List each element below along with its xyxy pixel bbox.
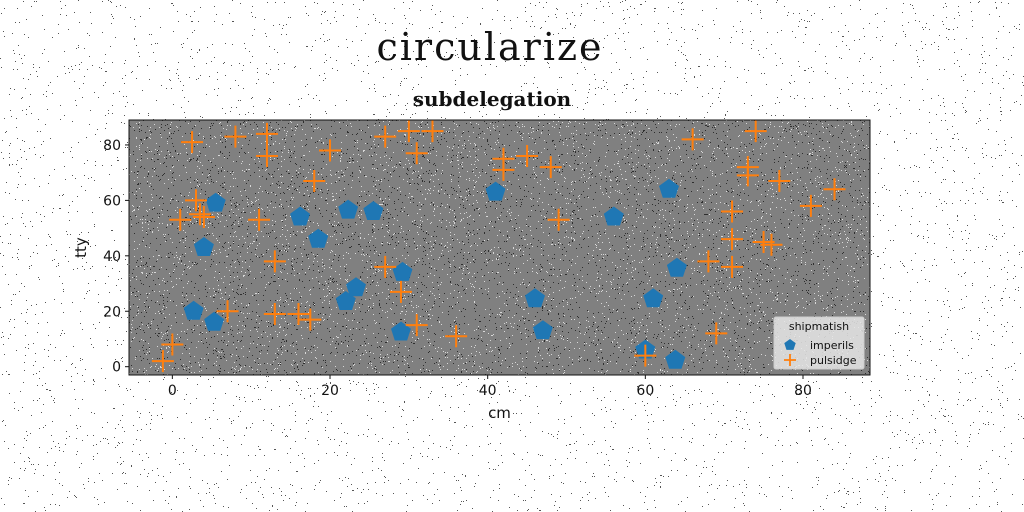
chart-title: subdelegation <box>413 87 572 111</box>
y-tick-label: 80 <box>103 138 121 154</box>
data-point <box>760 233 783 256</box>
data-point <box>374 255 397 278</box>
legend-box <box>773 316 865 370</box>
legend-title: shipmatish <box>789 320 849 333</box>
data-point <box>823 178 846 201</box>
data-point <box>263 250 286 273</box>
data-point <box>391 321 411 341</box>
x-tick-label: 20 <box>321 383 339 399</box>
y-tick-label: 60 <box>103 193 121 209</box>
data-point <box>338 199 359 219</box>
data-point <box>405 142 428 165</box>
legend-item: imperils <box>784 339 854 352</box>
data-point <box>666 257 687 277</box>
data-point <box>303 169 326 192</box>
y-tick-label: 40 <box>103 249 121 265</box>
data-point <box>697 250 720 273</box>
data-point <box>319 139 342 162</box>
x-axis-label: cm <box>488 404 511 422</box>
data-point <box>255 122 278 145</box>
y-tick-label: 0 <box>112 360 121 376</box>
legend-marker <box>784 354 796 366</box>
legend-items: imperils pulsidge <box>784 339 857 367</box>
x-axis: 0 20 40 60 80 <box>168 375 812 399</box>
data-point <box>485 181 506 201</box>
data-point <box>169 208 192 231</box>
data-point <box>216 300 239 323</box>
x-tick-label: 0 <box>168 383 177 399</box>
plot-noise-light <box>129 120 870 375</box>
data-point <box>799 194 822 217</box>
legend: shipmatish imperils pulsidge <box>773 316 865 370</box>
data-point <box>721 200 744 223</box>
data-point <box>492 147 515 170</box>
data-point <box>363 201 384 220</box>
series-pulsidge <box>151 120 846 373</box>
data-point <box>445 325 468 348</box>
data-point <box>392 261 413 281</box>
y-axis: 0 20 40 60 80 <box>103 138 129 376</box>
x-tick-label: 60 <box>636 383 654 399</box>
data-point <box>183 300 204 320</box>
data-point <box>421 120 444 143</box>
legend-label: imperils <box>810 339 854 352</box>
data-point <box>705 322 728 345</box>
data-point <box>224 125 247 148</box>
data-point <box>659 178 679 198</box>
figure-suptitle: circularize <box>377 25 604 69</box>
data-point <box>308 228 329 248</box>
legend-marker <box>784 339 796 350</box>
data-point <box>287 303 310 326</box>
data-point <box>374 125 397 148</box>
data-point <box>721 228 744 251</box>
data-marks <box>151 120 846 373</box>
y-axis-label: tty <box>72 237 90 258</box>
data-point <box>405 314 428 337</box>
data-point <box>248 208 271 231</box>
data-point <box>744 120 767 143</box>
data-point <box>721 255 744 278</box>
data-point <box>185 189 208 212</box>
data-point <box>188 203 211 226</box>
series-imperils <box>183 178 687 369</box>
data-point <box>603 206 624 226</box>
data-point <box>525 288 545 308</box>
data-point <box>346 277 366 297</box>
data-point <box>516 145 539 168</box>
data-point <box>192 206 215 229</box>
data-point <box>539 156 562 179</box>
data-point <box>397 120 420 143</box>
x-tick-label: 80 <box>794 383 812 399</box>
data-point <box>204 311 225 331</box>
x-tick-label: 40 <box>479 383 497 399</box>
data-point <box>643 288 664 308</box>
y-tick-label: 20 <box>103 304 121 320</box>
data-point <box>255 145 278 168</box>
data-point <box>736 164 759 187</box>
data-point <box>181 131 204 154</box>
plot-area-speckle <box>129 120 870 375</box>
data-point <box>547 208 570 231</box>
legend-item: pulsidge <box>784 354 857 367</box>
data-point <box>532 320 553 340</box>
data-point <box>665 349 686 369</box>
data-point <box>299 308 322 331</box>
data-point <box>151 350 174 373</box>
data-point <box>681 128 704 151</box>
data-point <box>263 303 286 326</box>
data-point <box>193 237 214 256</box>
legend-label: pulsidge <box>810 354 857 367</box>
plot-frame <box>128 119 871 376</box>
data-point <box>768 169 791 192</box>
data-point <box>290 206 310 226</box>
plot-area <box>129 120 870 375</box>
data-point <box>161 333 184 356</box>
data-point <box>634 344 657 367</box>
data-point <box>389 280 412 303</box>
data-point <box>205 192 226 212</box>
